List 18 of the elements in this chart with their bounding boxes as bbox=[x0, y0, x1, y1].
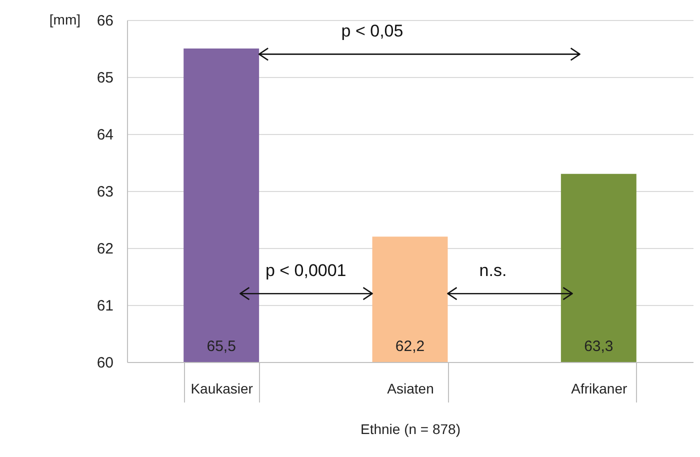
x-axis-title: Ethnie (n = 878) bbox=[360, 421, 461, 437]
y-tick-label: 66 bbox=[96, 12, 114, 30]
annotation: n.s. bbox=[479, 260, 507, 280]
x-tick-label: Asiaten bbox=[387, 380, 434, 396]
y-tick-label: 65 bbox=[96, 70, 114, 86]
annotation: p < 0,0001 bbox=[265, 260, 346, 280]
data-label: 62,2 bbox=[395, 338, 425, 355]
y-tick-label: 60 bbox=[96, 354, 114, 372]
data-label: 65,5 bbox=[206, 338, 236, 355]
y-tick-label: 62 bbox=[96, 240, 114, 258]
y-tick-label: 63 bbox=[96, 184, 114, 200]
x-tick-label: Afrikaner bbox=[571, 380, 628, 396]
annotation: p < 0,05 bbox=[341, 21, 404, 40]
y-axis-title: [mm] bbox=[49, 12, 80, 28]
y-tick-label: 64 bbox=[96, 126, 114, 144]
x-tick-label: Kaukasier bbox=[190, 380, 254, 396]
data-label: 63,3 bbox=[584, 338, 614, 355]
y-tick-label: 61 bbox=[96, 298, 114, 314]
